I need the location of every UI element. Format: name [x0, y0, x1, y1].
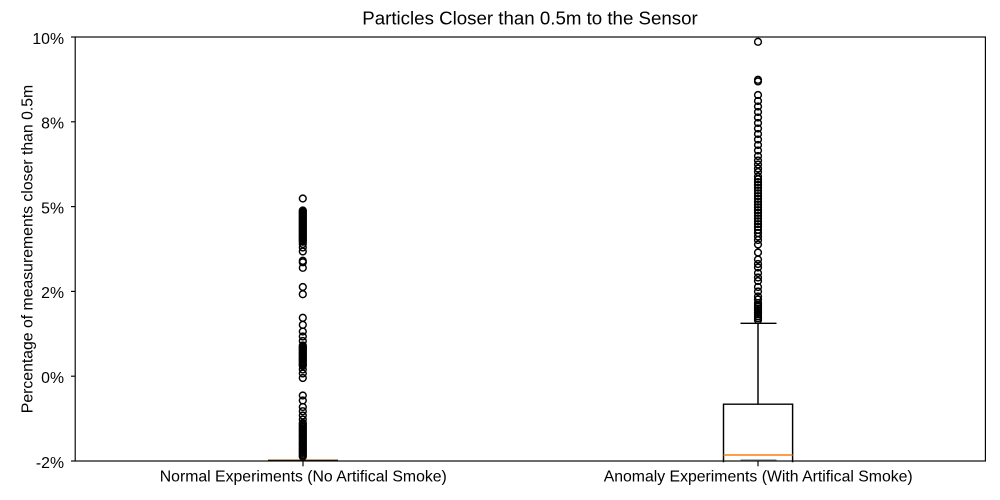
svg-text:Percentage of measurements clo: Percentage of measurements closer than 0…: [20, 85, 37, 413]
svg-text:10%: 10%: [32, 31, 64, 48]
svg-text:Anomaly Experiments (With Arti: Anomaly Experiments (With Artifical Smok…: [604, 469, 913, 486]
svg-text:2%: 2%: [41, 285, 64, 302]
svg-text:0%: 0%: [41, 370, 64, 387]
svg-text:8%: 8%: [41, 116, 64, 133]
svg-text:5%: 5%: [41, 200, 64, 217]
svg-text:Particles Closer than 0.5m to: Particles Closer than 0.5m to the Sensor: [362, 8, 698, 29]
svg-text:-2%: -2%: [36, 455, 64, 472]
svg-text:Normal Experiments (No Artific: Normal Experiments (No Artifical Smoke): [160, 469, 447, 486]
